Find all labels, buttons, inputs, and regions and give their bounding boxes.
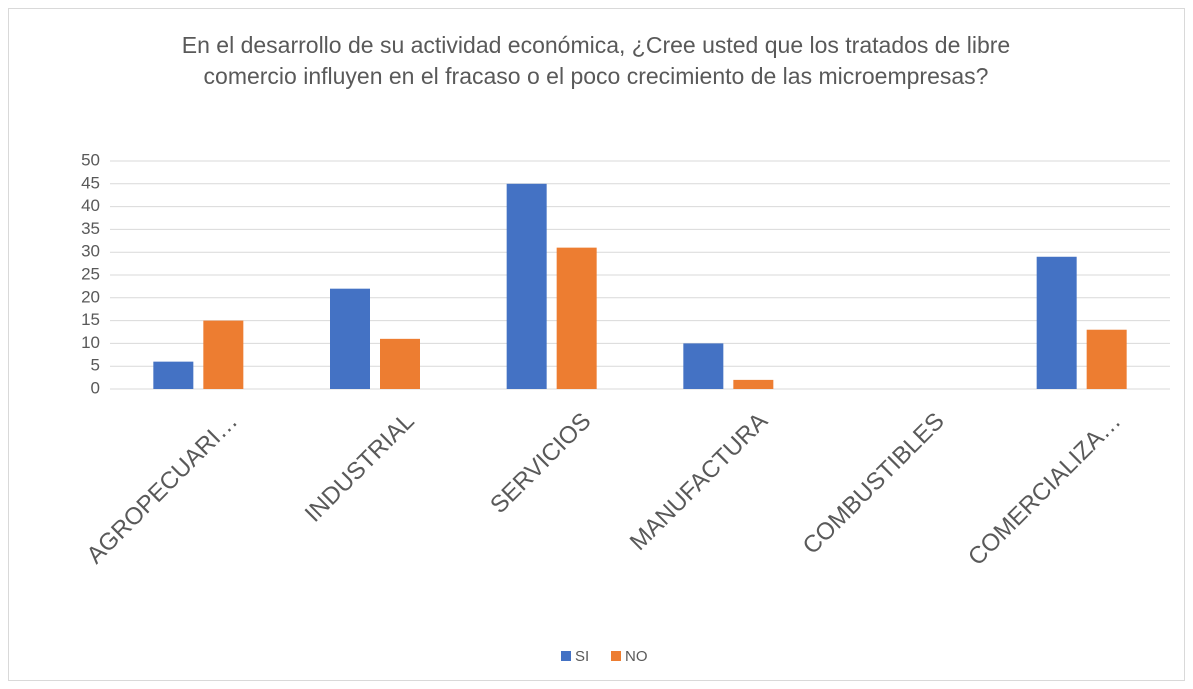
bar xyxy=(203,320,244,389)
bar xyxy=(506,183,547,389)
y-tick-label: 0 xyxy=(91,378,100,397)
y-tick-label: 20 xyxy=(81,287,100,306)
y-tick-label: 45 xyxy=(81,173,100,192)
bar xyxy=(1086,329,1127,389)
y-tick-label: 35 xyxy=(81,219,100,238)
legend-swatch xyxy=(611,651,621,661)
y-tick-label: 30 xyxy=(81,242,100,261)
legend-label: NO xyxy=(625,648,648,665)
y-tick-label: 15 xyxy=(81,310,100,329)
bar xyxy=(330,288,370,389)
y-tick-label: 40 xyxy=(81,196,100,215)
y-tick-label: 5 xyxy=(91,356,100,375)
bar xyxy=(733,379,774,389)
bar xyxy=(380,338,420,389)
bar xyxy=(153,361,194,389)
chart-title: En el desarrollo de su actividad económi… xyxy=(181,32,1011,89)
y-tick-label: 10 xyxy=(81,333,100,352)
bar xyxy=(556,247,597,389)
y-tick-label: 25 xyxy=(81,264,100,283)
legend-swatch xyxy=(561,651,571,661)
bar xyxy=(1036,256,1077,389)
legend-label: SI xyxy=(575,648,589,665)
y-tick-label: 50 xyxy=(81,150,100,169)
bar xyxy=(683,343,724,389)
